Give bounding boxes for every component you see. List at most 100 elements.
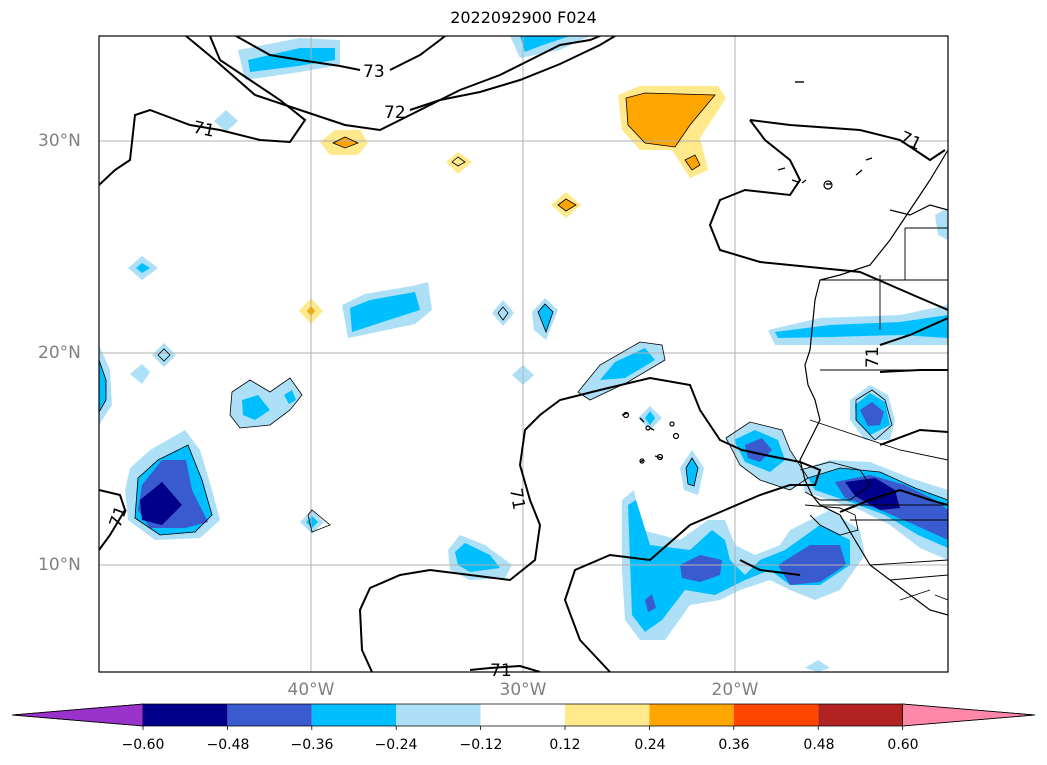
- anomaly-blob: [130, 364, 150, 384]
- anomaly-blob: [845, 478, 900, 510]
- map-frame: [98, 35, 949, 673]
- colorbar-tick: 0.60: [887, 737, 919, 753]
- anomaly-outline: [537, 303, 554, 334]
- contour-label: 71: [505, 487, 528, 512]
- island: [645, 425, 651, 431]
- gambia-guinea: [804, 504, 859, 536]
- anomaly-blob: [805, 660, 830, 672]
- anomaly-blob: [242, 395, 270, 420]
- contour-label: 73: [363, 62, 385, 82]
- contour-71-lower-east: [879, 317, 948, 346]
- island: [622, 411, 630, 419]
- colorbar-segment: [143, 704, 228, 726]
- anomaly-outline: [134, 444, 213, 536]
- colorbar-tick: 0.48: [803, 737, 835, 753]
- colorbar-segment: [227, 704, 312, 726]
- senegal-coast: [799, 461, 871, 501]
- anomaly-blob: [152, 343, 176, 367]
- contour-label: 72: [384, 103, 406, 123]
- anomaly-blob: [600, 348, 655, 380]
- colorbar-segment: [311, 704, 397, 726]
- anomaly-outline: [99, 359, 107, 413]
- colorbar-extend-low: [11, 703, 144, 727]
- anomaly-blob: [350, 292, 420, 332]
- anomaly-outline: [451, 156, 466, 167]
- colorbar-segment: [818, 704, 903, 726]
- anomaly-blob: [520, 36, 570, 52]
- lat-label-30n: 30°N: [38, 131, 81, 151]
- anomaly-blob: [248, 48, 335, 72]
- colorbar-tick: −0.60: [121, 737, 165, 753]
- anomaly-blob: [775, 315, 948, 338]
- anomaly-outline: [557, 198, 577, 212]
- contour-71-north: [99, 36, 307, 186]
- lon-label-20w: 20°W: [711, 680, 759, 700]
- anomaly-blob: [284, 390, 296, 404]
- anomaly-blob: [645, 411, 655, 425]
- anomaly-blob: [860, 402, 884, 426]
- island: [823, 180, 833, 190]
- anomaly-outlines: [99, 92, 948, 536]
- contour-71-southeast: [839, 488, 948, 513]
- anomaly-blob: [538, 304, 553, 332]
- anomaly-outline: [497, 306, 509, 321]
- anomaly-blob: [140, 482, 182, 525]
- contour-73-upper: [235, 36, 361, 71]
- coastlines: [622, 81, 948, 616]
- anomaly-blob: [685, 155, 700, 170]
- anomaly-blob: [99, 360, 106, 412]
- iberia-morocco-coast: [889, 204, 948, 216]
- colorbar-tick: 0.24: [634, 737, 666, 753]
- anomaly-outline: [684, 154, 701, 171]
- lon-label-30w: 30°W: [499, 680, 547, 700]
- anomaly-blob: [686, 458, 698, 486]
- contour-72: [409, 36, 616, 111]
- africa-coastline: [799, 149, 948, 616]
- gridlines: [99, 36, 948, 672]
- anomaly-outline: [577, 341, 666, 401]
- anomaly-blob: [446, 152, 472, 174]
- colorbar-tick: −0.36: [290, 737, 334, 753]
- contour-label: 71: [863, 346, 883, 368]
- contour-label: 71: [191, 118, 216, 142]
- canary-islands: [777, 157, 873, 185]
- colorbar-tick: −0.24: [374, 737, 418, 753]
- colorbar-tick: −0.48: [206, 737, 250, 753]
- contour-71-lower-right: [739, 559, 801, 576]
- lat-label-10n: 10°N: [38, 555, 81, 575]
- contour-71-bottom: [469, 664, 541, 672]
- contour-71-west: [99, 489, 127, 551]
- anomaly-blob: [680, 555, 722, 582]
- lon-label-40w: 40°W: [287, 680, 335, 700]
- lat-label-20n: 20°N: [38, 343, 81, 363]
- anomaly-outline: [229, 377, 303, 429]
- colorbar-segment: [733, 704, 819, 726]
- anomaly-outline: [157, 348, 171, 362]
- colorbar-segment: [480, 704, 565, 726]
- colorbar-tick: −0.12: [459, 737, 503, 753]
- contour-73-right: [389, 36, 446, 71]
- chart-title: 2022092900 F024: [450, 8, 597, 27]
- anomaly-outline: [307, 509, 331, 533]
- contour-73: [185, 36, 601, 132]
- contour-71-africa: [708, 119, 948, 311]
- anomaly-outline: [332, 136, 360, 149]
- country-borders: [809, 227, 948, 601]
- anomaly-blob: [626, 93, 715, 147]
- anomaly-blob: [935, 208, 948, 240]
- colorbar-tick: 0.12: [549, 737, 581, 753]
- island: [669, 421, 675, 427]
- anomaly-blob: [214, 110, 238, 132]
- colorbar-segment: [565, 704, 650, 726]
- anomaly-outline: [855, 389, 893, 441]
- contour-71-center: [358, 376, 822, 672]
- contour-71-lower-east2: [879, 369, 948, 373]
- contour-71-east: [749, 119, 946, 162]
- contour-labels: 73 72 71 71 71 71 71 71: [106, 62, 925, 681]
- island: [672, 432, 680, 440]
- isolines: [99, 36, 948, 672]
- anomaly-blob: [136, 263, 150, 273]
- colorbar-tick: 0.36: [718, 737, 750, 753]
- anomaly-outline: [807, 467, 948, 501]
- colorbar-extend-high: [902, 703, 1036, 727]
